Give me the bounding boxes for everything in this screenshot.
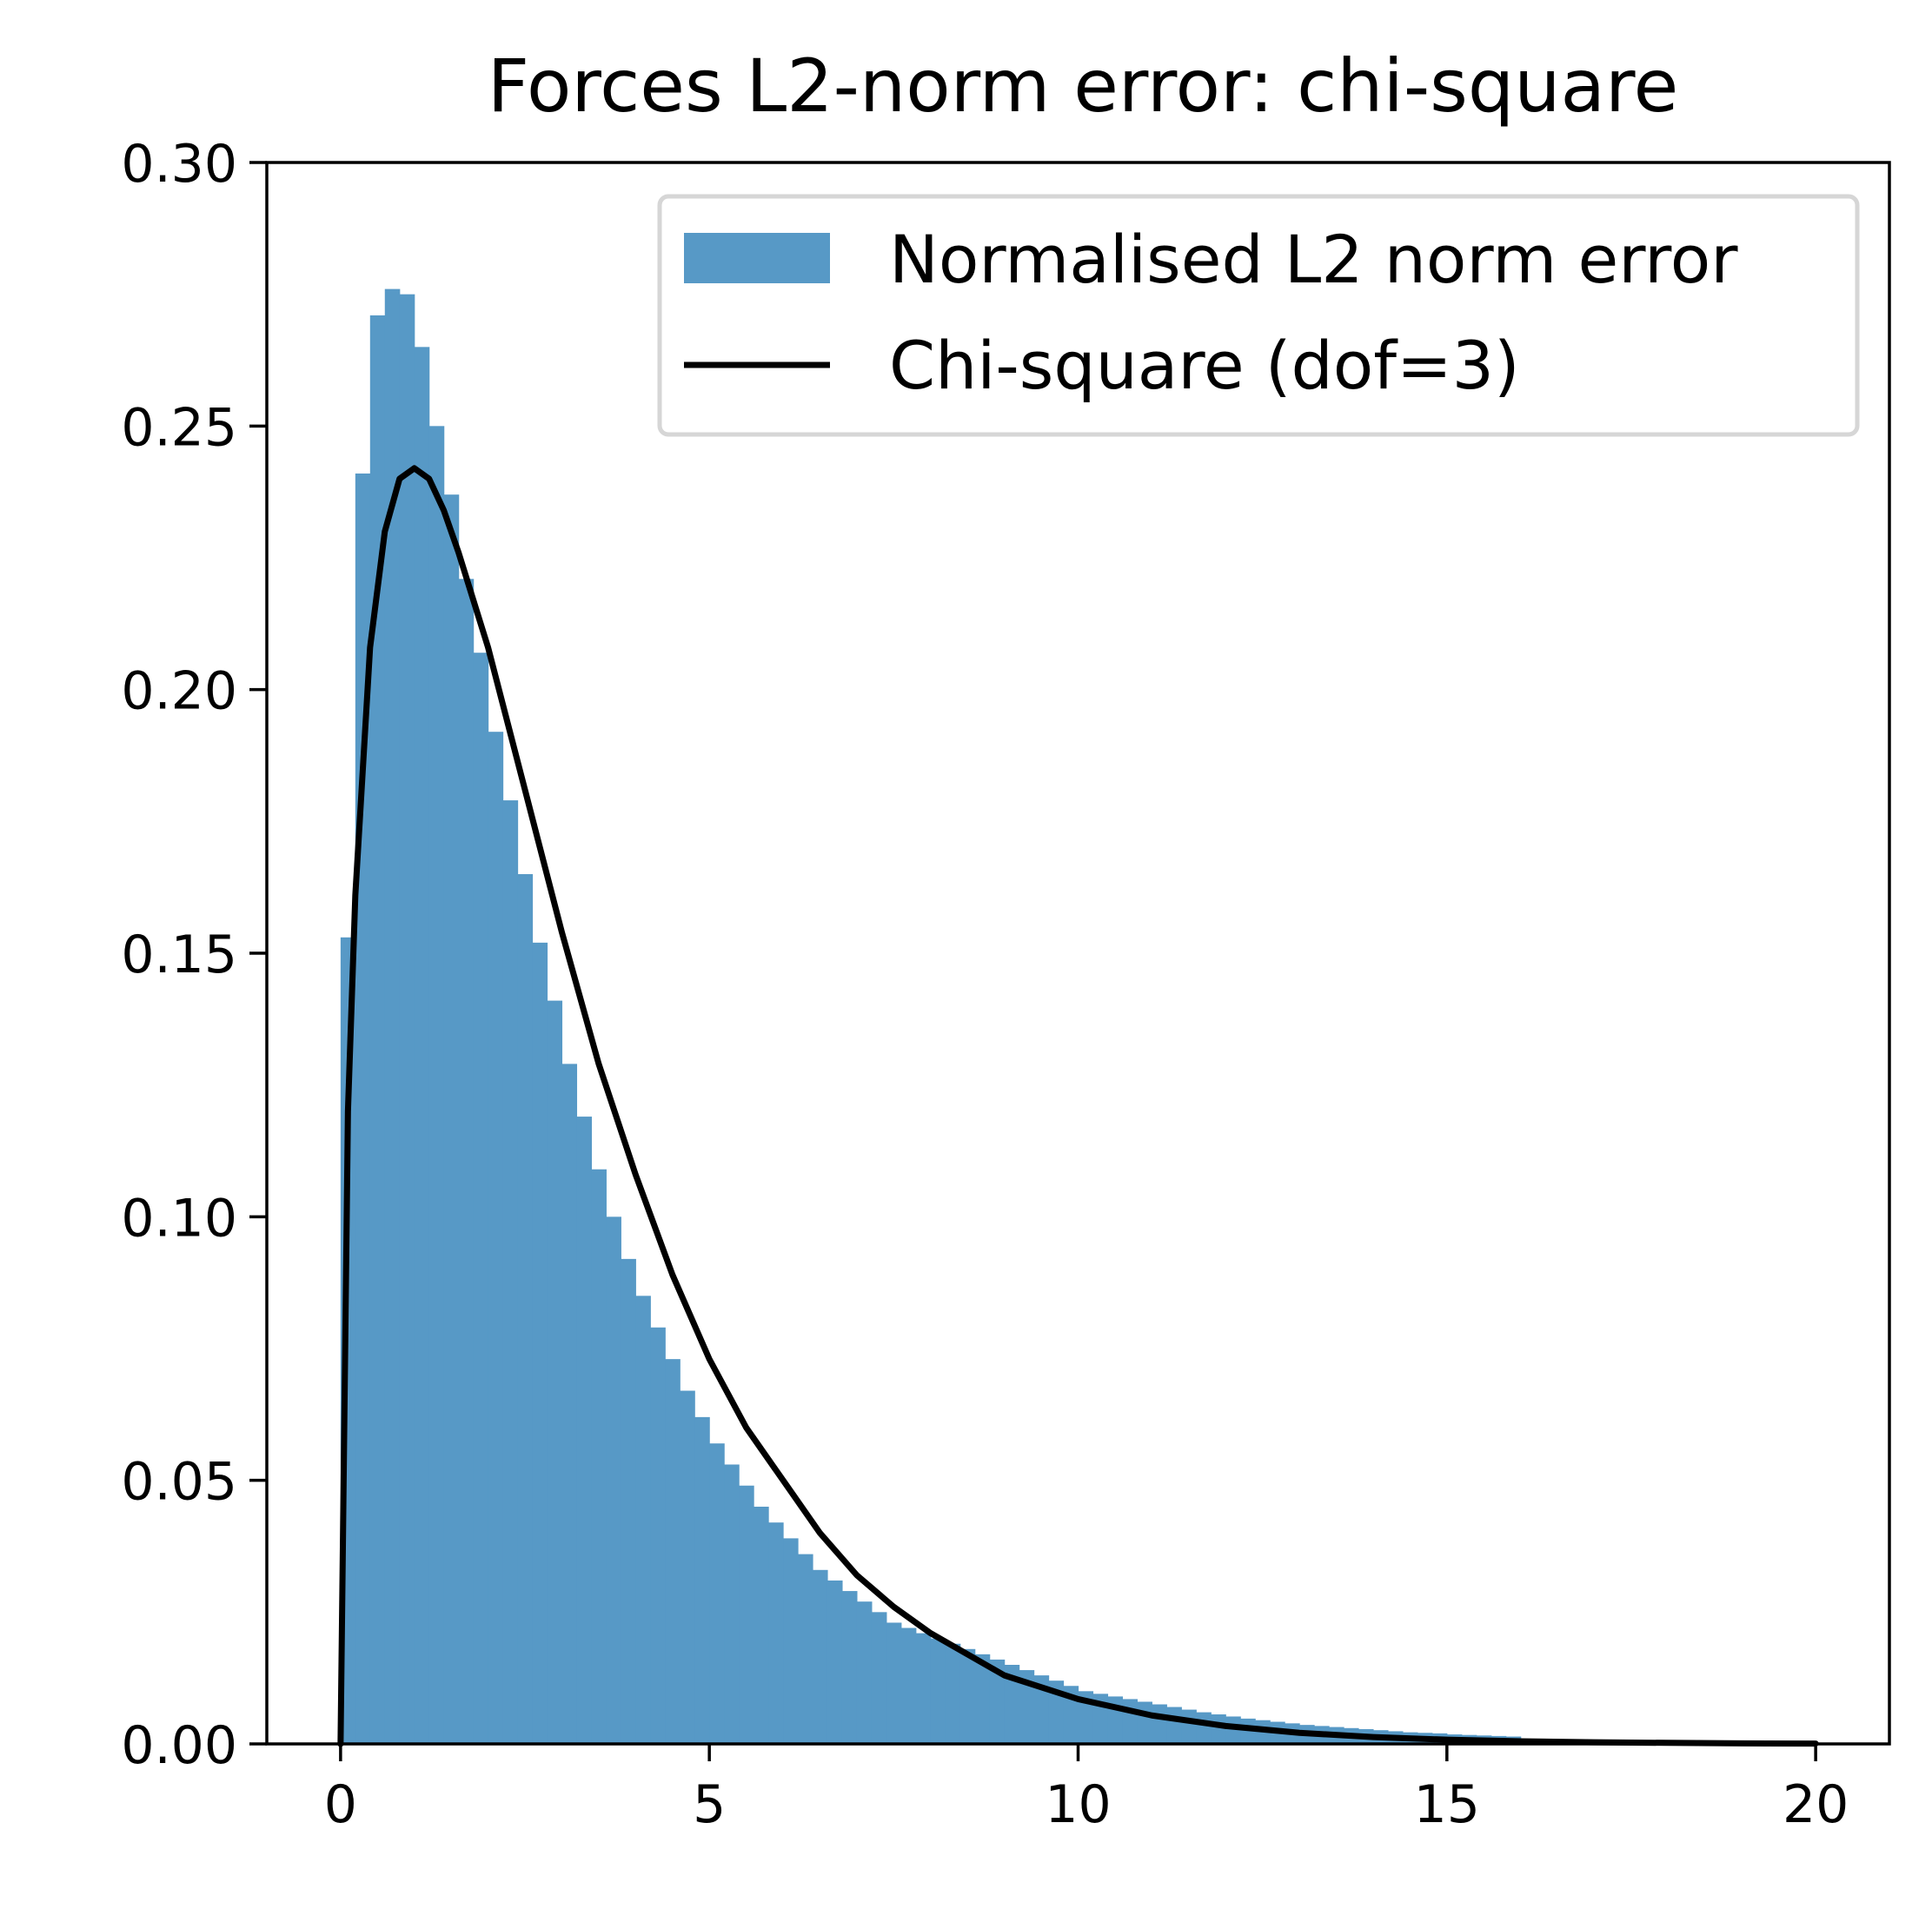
histogram-bar [384,288,401,1745]
histogram-bar [930,1638,946,1744]
histogram-bar [1166,1707,1182,1744]
x-tick-label: 0 [324,1774,357,1835]
histogram-bar [1033,1675,1050,1744]
histogram-bar [724,1464,740,1744]
legend-histogram-label: Normalised L2 norm error [889,221,1738,298]
histogram-bar [561,1064,578,1744]
histogram-bar [1211,1714,1226,1744]
histogram-bar [1152,1704,1167,1744]
histogram-bar [1137,1701,1152,1744]
histogram-bar [989,1659,1006,1744]
histogram-bar [488,732,504,1745]
histogram-bar [443,494,460,1745]
legend-box [657,194,1860,437]
histogram-bar [783,1538,799,1744]
histogram-bar [709,1443,725,1744]
histogram-bar [547,1000,563,1744]
x-tick-label: 10 [1045,1774,1111,1835]
histogram-bar [1122,1699,1138,1744]
x-tick-label: 20 [1783,1774,1849,1835]
histogram-bar [458,579,475,1745]
histogram-bar [532,942,548,1744]
histogram-bar [428,426,445,1744]
chi-square-line [337,465,1819,1747]
histogram-bar [915,1633,932,1744]
histogram-bar [1004,1665,1020,1744]
histogram-bar [768,1522,784,1744]
histogram-bar [621,1258,636,1744]
histogram-bar [1181,1709,1197,1744]
histogram-bar [1196,1712,1212,1744]
histogram-bar [635,1296,651,1744]
y-axis: 0.00 0.05 0.10 0.15 0.20 0.25 0.30 [121,134,267,1776]
histogram-bar [591,1169,607,1744]
histogram-bar [841,1591,858,1744]
y-tick-label: 0.00 [121,1715,237,1776]
histogram-bar [739,1485,754,1744]
histogram-bar [886,1622,902,1744]
histogram-bar [754,1507,769,1744]
y-tick-label: 0.15 [121,925,237,985]
chart-title: Forces L2-norm error: chi-square [488,43,1679,129]
histogram-bar [576,1117,592,1744]
y-tick-label: 0.30 [121,134,237,195]
y-tick-label: 0.20 [121,661,237,722]
histogram-bar [798,1554,813,1744]
histogram-bar [871,1612,887,1744]
histogram-bar [1019,1670,1035,1744]
y-tick-label: 0.25 [121,397,237,458]
histogram-bar [812,1569,828,1744]
histogram-bar [694,1416,710,1744]
histogram-bar [414,347,430,1744]
histogram-bar [945,1643,961,1744]
x-tick-label: 15 [1414,1774,1480,1835]
legend-line-label: Chi-square (dof=3) [889,327,1520,404]
histogram-bar [665,1359,681,1744]
x-axis: 0 5 10 15 20 [324,1744,1849,1835]
histogram-bar [502,800,519,1744]
histogram-bar [369,315,386,1744]
histogram-bar [680,1390,695,1744]
histogram-bar [900,1627,917,1744]
legend-histogram-swatch [684,233,830,283]
histogram-bar [473,653,489,1745]
y-tick-label: 0.05 [121,1452,237,1513]
histogram-bar [399,294,415,1745]
histogram-bar [827,1580,843,1744]
histogram-bar [974,1654,991,1744]
legend: Normalised L2 norm error Chi-square (dof… [657,194,1860,437]
histogram-bar [650,1327,666,1744]
histogram-bar [517,874,534,1744]
y-tick-label: 0.10 [121,1188,237,1249]
histogram-bar [959,1648,976,1744]
histogram-bar [856,1601,873,1744]
histogram-bar [606,1216,621,1744]
plot-area [337,288,1819,1747]
x-tick-label: 5 [693,1774,726,1835]
